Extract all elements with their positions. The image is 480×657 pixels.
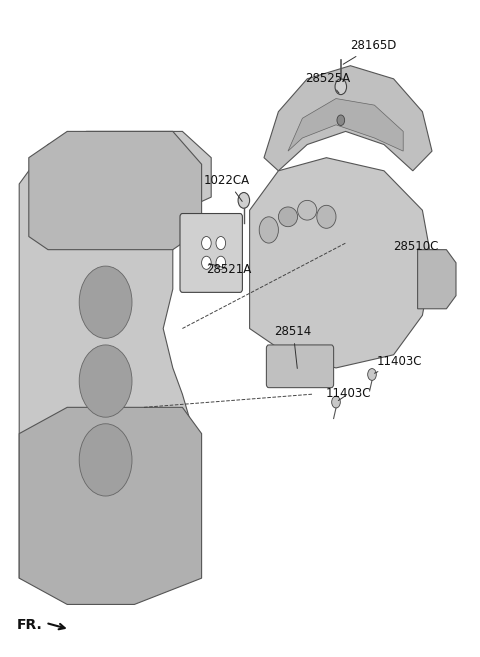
- Circle shape: [335, 79, 347, 95]
- Circle shape: [202, 256, 211, 269]
- Text: 1022CA: 1022CA: [204, 174, 250, 202]
- Text: 28525A: 28525A: [305, 72, 350, 93]
- Polygon shape: [418, 250, 456, 309]
- Circle shape: [216, 256, 226, 269]
- Polygon shape: [288, 99, 403, 151]
- Ellipse shape: [278, 207, 298, 227]
- Polygon shape: [264, 66, 432, 171]
- Circle shape: [332, 396, 340, 408]
- Text: FR.: FR.: [17, 618, 43, 632]
- Circle shape: [216, 237, 226, 250]
- Circle shape: [79, 424, 132, 496]
- Circle shape: [202, 237, 211, 250]
- Text: 11403C: 11403C: [325, 388, 371, 401]
- Circle shape: [368, 369, 376, 380]
- Circle shape: [238, 193, 250, 208]
- Circle shape: [79, 266, 132, 338]
- Polygon shape: [19, 407, 202, 604]
- Ellipse shape: [317, 205, 336, 228]
- Text: 28510C: 28510C: [394, 240, 439, 253]
- FancyBboxPatch shape: [180, 214, 242, 292]
- Polygon shape: [29, 131, 202, 250]
- Text: 28514: 28514: [275, 325, 312, 369]
- Circle shape: [337, 115, 345, 125]
- Text: 28165D: 28165D: [343, 39, 397, 64]
- Text: 11403C: 11403C: [374, 355, 422, 373]
- Ellipse shape: [259, 217, 278, 243]
- Polygon shape: [19, 131, 211, 591]
- FancyBboxPatch shape: [266, 345, 334, 388]
- Polygon shape: [250, 158, 432, 368]
- Circle shape: [79, 345, 132, 417]
- Text: 28521A: 28521A: [206, 263, 252, 276]
- Ellipse shape: [298, 200, 317, 220]
